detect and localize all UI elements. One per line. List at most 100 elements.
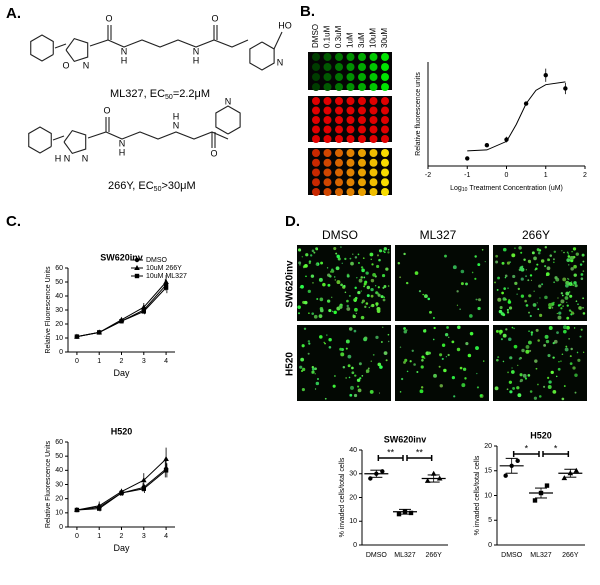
cell <box>316 248 318 251</box>
plate-column-label: 0.3uM <box>334 25 343 48</box>
well <box>346 149 355 157</box>
bond <box>273 31 283 50</box>
cell <box>311 367 315 371</box>
cell <box>350 261 354 266</box>
x-tick-label: 0 <box>505 172 509 179</box>
cell <box>527 259 532 263</box>
cell <box>378 249 383 253</box>
cell <box>478 298 482 302</box>
cell <box>524 299 527 303</box>
cell <box>336 254 340 259</box>
cell <box>572 366 576 370</box>
cell <box>505 328 508 331</box>
cell <box>301 256 304 258</box>
well <box>381 188 389 196</box>
well <box>335 178 343 187</box>
data-point <box>424 477 431 483</box>
cell <box>330 296 333 299</box>
cell <box>405 329 408 331</box>
chart-title: SW620inv <box>100 252 143 262</box>
cell <box>314 388 317 390</box>
cell <box>564 296 569 300</box>
data-point <box>430 470 437 476</box>
cell <box>539 297 541 299</box>
caption-text: 266Y, EC <box>108 180 154 192</box>
well <box>358 116 366 124</box>
cell <box>366 294 370 298</box>
cell <box>346 307 351 311</box>
cell <box>544 246 548 249</box>
marker <box>119 490 124 496</box>
data-point <box>544 483 550 488</box>
plate-column-label: DMSO <box>311 24 320 48</box>
well <box>369 188 378 196</box>
cell <box>335 266 340 271</box>
marker <box>163 456 169 461</box>
well <box>358 73 366 81</box>
cell <box>573 281 577 285</box>
cell <box>502 247 507 252</box>
caption: ML327, EC50=2.2μM <box>110 88 210 101</box>
cell <box>484 260 486 263</box>
cell <box>538 284 542 288</box>
cell <box>533 256 537 261</box>
y-tick-label: 20 <box>484 443 492 450</box>
cell <box>349 393 353 397</box>
cell <box>581 253 585 257</box>
x-axis-label-text: Day <box>113 368 130 378</box>
marker <box>504 137 509 142</box>
cell <box>357 290 361 295</box>
cell <box>433 326 436 330</box>
caption-text: =2.2μM <box>173 88 210 100</box>
cell <box>563 329 567 334</box>
cell <box>580 277 584 280</box>
cell <box>529 274 533 277</box>
cell <box>376 254 379 257</box>
cell <box>521 348 525 353</box>
cell <box>380 295 384 299</box>
cell <box>548 380 552 384</box>
cell <box>511 326 514 329</box>
cell <box>541 283 544 286</box>
cell <box>324 342 326 345</box>
cell <box>319 308 324 313</box>
cell <box>301 388 305 392</box>
y-axis-label: Relative Fluorescence Units <box>45 440 52 528</box>
well <box>335 106 343 115</box>
cell <box>527 374 531 377</box>
well <box>335 188 343 196</box>
cell <box>355 312 357 315</box>
cell <box>517 287 521 291</box>
cell <box>563 385 566 387</box>
cell <box>335 252 338 255</box>
cell <box>538 395 542 398</box>
cell <box>503 287 507 290</box>
data-point <box>532 498 538 503</box>
well <box>381 97 389 105</box>
well <box>323 106 332 115</box>
plate-column-label: 1uM <box>346 32 355 48</box>
cell <box>498 329 503 334</box>
well <box>335 116 343 124</box>
cell <box>579 263 583 266</box>
cell <box>570 267 574 271</box>
cell <box>553 339 558 344</box>
cell <box>371 263 374 266</box>
cell <box>494 281 496 284</box>
well <box>312 63 320 71</box>
data-point <box>561 475 568 481</box>
cell <box>460 269 465 274</box>
x-axis-label-text: Day <box>113 543 130 553</box>
cell <box>419 389 424 394</box>
cell <box>540 259 545 263</box>
marker <box>484 143 490 148</box>
well <box>381 63 389 71</box>
cell <box>479 394 483 397</box>
cell <box>502 313 506 317</box>
cell <box>361 268 365 273</box>
cell <box>522 373 527 378</box>
cell <box>297 248 302 252</box>
micrograph <box>395 325 489 401</box>
cell <box>312 281 314 284</box>
cell <box>357 385 360 388</box>
